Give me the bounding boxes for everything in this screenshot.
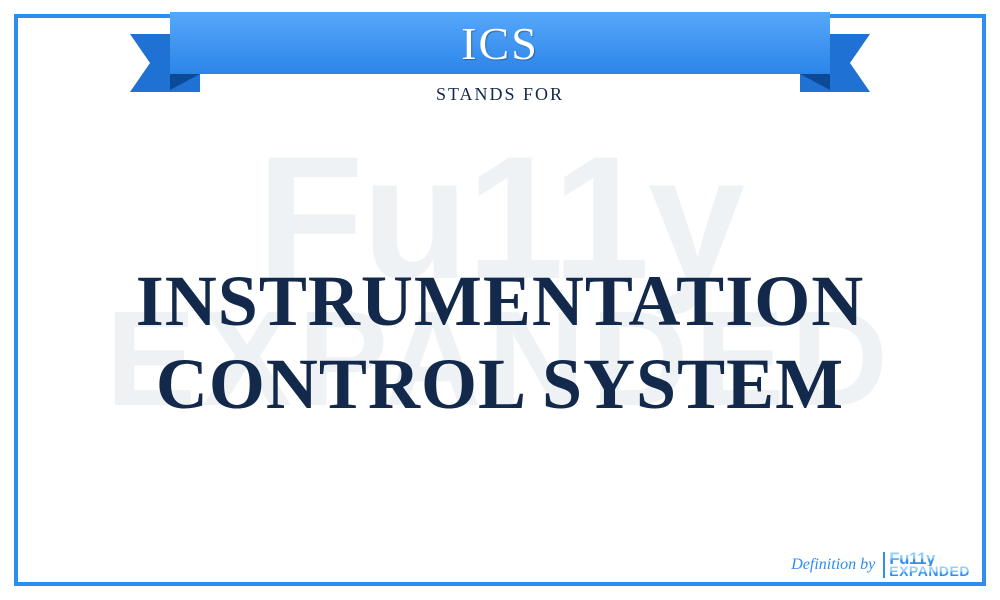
definition-line1: INSTRUMENTATION [136,261,864,341]
acronym-text: ICS [461,17,539,70]
credit-by-text: Definition by [791,556,875,574]
credit-block: Definition by Fu11y EXPANDED [791,552,970,578]
ribbon-banner: ICS [130,12,870,74]
definition-text: INSTRUMENTATION CONTROL SYSTEM [0,260,1000,426]
definition-line2: CONTROL SYSTEM [156,344,844,424]
ribbon-center: ICS [170,12,830,74]
stands-for-label: STANDS FOR [0,84,1000,105]
credit-logo-line2: EXPANDED [889,566,970,578]
credit-logo: Fu11y EXPANDED [883,552,970,578]
